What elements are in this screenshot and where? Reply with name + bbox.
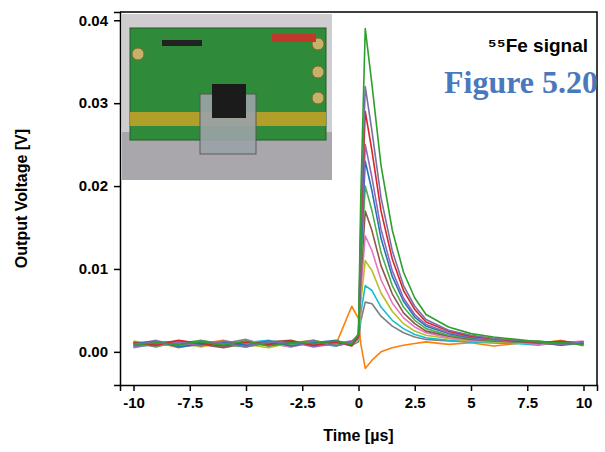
y-tick: 0.00 bbox=[79, 343, 120, 360]
photo-header bbox=[272, 34, 316, 42]
x-tick: 0 bbox=[355, 385, 363, 411]
x-tick-label: -10 bbox=[123, 394, 145, 411]
x-axis: -10 -7.5 -5 -2.5 0 2.5 5 7.5 10 bbox=[121, 385, 598, 411]
x-tick-mark bbox=[358, 385, 360, 391]
x-tick-label: 7.5 bbox=[517, 394, 538, 411]
y-tick: 0.02 bbox=[79, 177, 120, 194]
y-tick: 0.01 bbox=[79, 260, 120, 277]
y-tick: 0.03 bbox=[79, 94, 120, 111]
y-tick-label: 0.04 bbox=[79, 12, 109, 29]
photo-connector bbox=[312, 66, 324, 78]
y-axis-line bbox=[114, 13, 121, 386]
x-tick-mark bbox=[471, 385, 473, 391]
x-tick: 7.5 bbox=[517, 385, 538, 411]
x-tick-label: -7.5 bbox=[177, 394, 203, 411]
y-tick-label: 0.00 bbox=[79, 343, 108, 360]
x-axis-title: Time [µs] bbox=[323, 427, 393, 444]
y-tick-label: 0.02 bbox=[79, 177, 108, 194]
x-tick: -5 bbox=[240, 385, 253, 411]
x-tick-label: -5 bbox=[240, 394, 253, 411]
y-tick-mark bbox=[114, 269, 120, 271]
y-tick-mark bbox=[114, 103, 120, 105]
chart: -10-7.5-5-2.502.557.5100.000.010.020.030… bbox=[0, 0, 605, 452]
x-tick-mark bbox=[133, 385, 135, 391]
x-tick: 2.5 bbox=[405, 385, 426, 411]
photo-connector bbox=[132, 48, 144, 60]
y-tick-label: 0.01 bbox=[79, 260, 108, 277]
x-tick-mark bbox=[527, 385, 529, 391]
y-axis: 0.00 0.01 0.02 0.03 0.04 bbox=[79, 12, 121, 386]
x-tick-label: 2.5 bbox=[405, 394, 426, 411]
plot-frame bbox=[120, 12, 597, 385]
photo-chip bbox=[212, 84, 246, 118]
x-tick-label: 0 bbox=[355, 394, 363, 411]
x-tick: -7.5 bbox=[177, 385, 203, 411]
x-tick-label: 10 bbox=[576, 394, 593, 411]
y-tick-mark bbox=[114, 186, 120, 188]
y-tick-mark bbox=[114, 20, 120, 22]
x-tick: 10 bbox=[576, 385, 593, 411]
photo-background bbox=[122, 14, 332, 180]
x-tick-mark bbox=[415, 385, 417, 391]
x-axis-line bbox=[121, 386, 598, 392]
x-tick: 5 bbox=[467, 385, 475, 411]
photo-connector bbox=[312, 92, 324, 104]
x-tick-mark bbox=[302, 385, 304, 391]
x-tick: -10 bbox=[123, 385, 145, 411]
y-tick-label: 0.03 bbox=[79, 94, 108, 111]
chart-title: ⁵⁵Fe signal bbox=[488, 35, 588, 56]
x-tick-mark bbox=[583, 385, 585, 391]
x-tick: -2.5 bbox=[290, 385, 316, 411]
x-tick-label: -2.5 bbox=[290, 394, 316, 411]
photo-header bbox=[162, 40, 202, 46]
annotation: Figure 5.20 bbox=[444, 64, 598, 100]
y-axis-title: Output Voltage [V] bbox=[13, 129, 30, 268]
x-tick-mark bbox=[246, 385, 248, 391]
x-tick-mark bbox=[190, 385, 192, 391]
x-tick-label: 5 bbox=[467, 394, 475, 411]
inset-photo bbox=[122, 14, 332, 180]
y-tick: 0.04 bbox=[79, 12, 120, 29]
y-tick-mark bbox=[114, 352, 120, 354]
